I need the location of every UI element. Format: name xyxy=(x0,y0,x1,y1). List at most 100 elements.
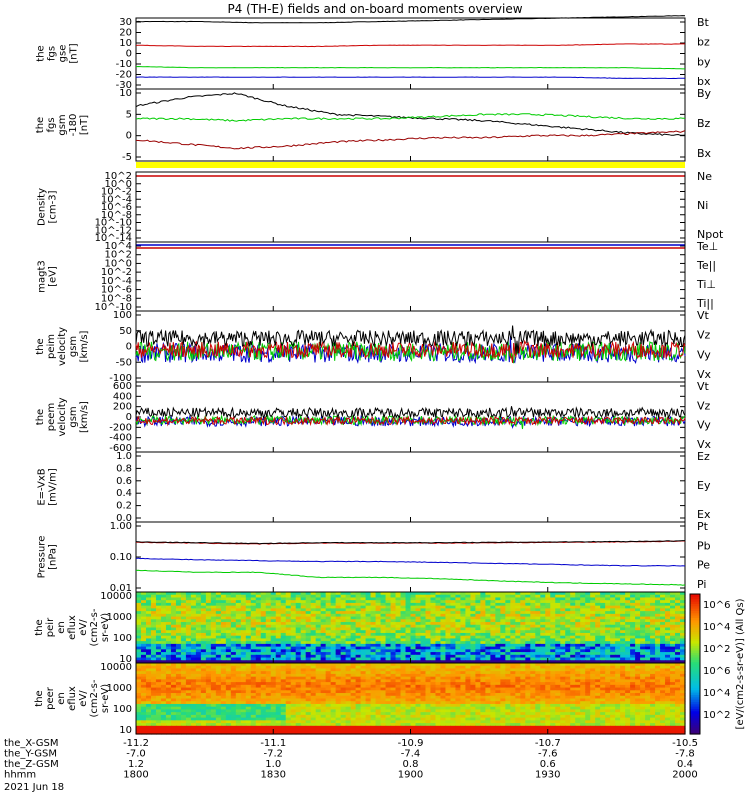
spectrogram-cell xyxy=(550,594,556,599)
spectrogram-cell xyxy=(475,630,481,634)
spectrogram-cell xyxy=(285,608,292,612)
spectrogram-cell xyxy=(495,641,501,645)
spectrogram-cell xyxy=(535,701,541,705)
spectrogram-cell xyxy=(495,663,501,667)
spectrogram-cell xyxy=(670,646,676,650)
spectrogram-cell xyxy=(350,693,357,697)
spectrogram-cell xyxy=(415,641,422,645)
spectrogram-cell xyxy=(310,635,317,640)
spectrogram-cell xyxy=(635,597,641,601)
spectrogram-cell xyxy=(380,684,387,689)
spectrogram-cell xyxy=(170,613,177,618)
spectrogram-cell xyxy=(195,665,202,670)
spectrogram-cell xyxy=(136,630,142,634)
spectrogram-cell xyxy=(140,701,147,705)
spectrogram-cell xyxy=(560,646,566,650)
spectrogram-cell xyxy=(645,695,651,700)
spectrogram-cell xyxy=(195,660,202,664)
spectrogram-cell xyxy=(365,619,372,623)
spectrogram-cell xyxy=(665,673,671,678)
spectrogram-cell xyxy=(365,695,372,700)
spectrogram-cell xyxy=(520,608,526,612)
spectrogram-cell xyxy=(390,602,397,607)
spectrogram-cell xyxy=(470,602,476,607)
spectrogram-cell xyxy=(625,616,631,620)
spectrogram-cell xyxy=(390,632,397,637)
spectrogram-cell xyxy=(340,649,347,653)
spectrogram-cell xyxy=(420,687,427,691)
spectrogram-cell xyxy=(525,663,531,667)
spectrogram-cell xyxy=(285,592,292,596)
spectrogram-cell xyxy=(145,690,152,694)
spectrogram-cell xyxy=(550,671,556,675)
spectrogram-cell xyxy=(275,627,282,631)
spectrogram-cell xyxy=(170,676,177,680)
spectrogram-cell xyxy=(200,622,207,626)
spectrogram-cell xyxy=(575,668,581,672)
spectrogram-cell xyxy=(170,657,177,661)
spectrogram-cell xyxy=(565,608,571,612)
spectrogram-cell xyxy=(245,687,252,691)
spectrogram-cell xyxy=(290,673,297,678)
spectrogram-cell xyxy=(185,602,192,607)
spectrogram-cell xyxy=(605,616,611,620)
spectrogram-cell xyxy=(270,668,277,672)
spectrogram-cell xyxy=(550,592,556,596)
spectrogram-cell xyxy=(435,682,442,686)
spectrogram-cell xyxy=(330,602,337,607)
spectrogram-cell xyxy=(160,592,167,596)
spectrogram-cell xyxy=(545,690,551,694)
spectrogram-cell xyxy=(305,646,312,650)
spectrogram-cell xyxy=(290,695,297,700)
legend-Vt: Vt xyxy=(697,309,710,322)
spectrogram-cell xyxy=(585,624,591,629)
spectrogram-cell xyxy=(310,592,317,596)
spectrogram-cell xyxy=(575,605,581,609)
spectrogram-cell xyxy=(675,619,681,623)
spectrogram-cell xyxy=(540,673,546,678)
spectrogram-cell xyxy=(450,616,457,620)
spectrogram-cell xyxy=(640,671,646,675)
spectrogram-cell xyxy=(340,613,347,618)
spectrogram-cell xyxy=(655,602,661,607)
spectrogram-cell xyxy=(375,608,382,612)
spectrogram-cell xyxy=(660,592,666,596)
spectrogram-cell xyxy=(435,701,442,705)
spectrogram-cell xyxy=(180,641,187,645)
spectrogram-cell xyxy=(265,638,272,642)
spectrogram-cell xyxy=(425,690,432,694)
spectrogram-cell xyxy=(655,646,661,650)
spectrogram-cell xyxy=(440,706,447,711)
spectrogram-cell xyxy=(595,627,601,631)
spectrogram-cell xyxy=(565,701,571,705)
spectrogram-cell xyxy=(350,605,357,609)
spectrogram-cell xyxy=(345,654,352,659)
spectrogram-cell xyxy=(220,632,227,637)
spectrogram-cell xyxy=(615,698,621,702)
spectrogram-cell xyxy=(355,679,362,683)
spectrogram-cell xyxy=(405,698,412,702)
spectrogram-cell xyxy=(390,660,397,664)
spectrogram-cell xyxy=(150,630,157,634)
spectrogram-cell xyxy=(315,671,322,675)
spectrogram-cell xyxy=(450,668,457,672)
spectrogram-cell xyxy=(375,643,382,648)
spectrogram-cell xyxy=(235,622,242,626)
spectrogram-cell xyxy=(630,616,636,620)
spectrogram-cell xyxy=(215,602,222,607)
spectrogram-cell xyxy=(605,687,611,691)
spectrogram-cell xyxy=(295,592,302,596)
spectrogram-cell xyxy=(500,701,506,705)
spectrogram-cell xyxy=(205,638,212,642)
spectrogram-cell xyxy=(575,698,581,702)
spectrogram-cell xyxy=(210,668,217,672)
spectrogram-cell xyxy=(165,597,172,601)
spectrogram-cell xyxy=(655,635,661,640)
spectrogram-cell xyxy=(500,630,506,634)
spectrogram-cell xyxy=(140,698,147,702)
spectrogram-cell xyxy=(635,687,641,691)
spectrogram-cell xyxy=(185,693,192,697)
spectrogram-cell xyxy=(640,602,646,607)
spectrogram-cell xyxy=(215,646,222,650)
panel-peir: thepeirenefluxeV/(cm2-s-sr-eV)1000010001… xyxy=(34,591,686,665)
